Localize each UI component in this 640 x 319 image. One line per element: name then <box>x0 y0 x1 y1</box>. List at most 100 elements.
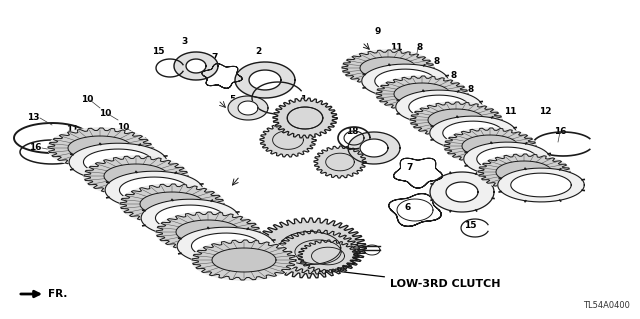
Polygon shape <box>462 135 518 157</box>
Text: 12: 12 <box>539 108 551 116</box>
Text: 11: 11 <box>504 108 516 116</box>
Text: 11: 11 <box>458 100 470 108</box>
Polygon shape <box>314 146 366 178</box>
Polygon shape <box>410 102 502 138</box>
Text: 11: 11 <box>120 167 132 176</box>
Text: 6: 6 <box>405 204 411 212</box>
Polygon shape <box>192 240 296 280</box>
Polygon shape <box>141 199 239 237</box>
Polygon shape <box>84 156 188 196</box>
Polygon shape <box>298 240 358 272</box>
Polygon shape <box>396 90 483 124</box>
Polygon shape <box>375 69 435 93</box>
Polygon shape <box>430 116 516 150</box>
Polygon shape <box>496 161 552 183</box>
Polygon shape <box>156 212 260 252</box>
Polygon shape <box>228 96 268 120</box>
Text: 11: 11 <box>156 196 168 204</box>
Text: 4: 4 <box>457 182 463 190</box>
Polygon shape <box>191 233 260 259</box>
Polygon shape <box>273 98 337 138</box>
Text: 16: 16 <box>554 128 566 137</box>
Polygon shape <box>235 62 295 98</box>
Polygon shape <box>174 52 218 80</box>
Polygon shape <box>156 212 260 252</box>
Text: 7: 7 <box>407 164 413 173</box>
Polygon shape <box>409 95 469 119</box>
Polygon shape <box>212 248 276 272</box>
Polygon shape <box>260 123 316 157</box>
Text: 2: 2 <box>255 48 261 56</box>
Polygon shape <box>342 50 434 86</box>
Text: 8: 8 <box>417 43 423 53</box>
Text: 9: 9 <box>375 27 381 36</box>
Text: 11: 11 <box>66 125 78 135</box>
Text: 18: 18 <box>346 128 358 137</box>
Polygon shape <box>410 102 502 138</box>
Text: 10: 10 <box>99 109 111 118</box>
Polygon shape <box>254 218 366 278</box>
Polygon shape <box>69 143 167 181</box>
Text: FR.: FR. <box>48 289 67 299</box>
Polygon shape <box>105 171 203 209</box>
Text: 1: 1 <box>300 95 306 105</box>
Polygon shape <box>444 128 536 164</box>
Text: 7: 7 <box>212 54 218 63</box>
Polygon shape <box>192 240 296 280</box>
Polygon shape <box>186 59 206 73</box>
Polygon shape <box>68 136 132 160</box>
Text: LOW-3RD CLUTCH: LOW-3RD CLUTCH <box>314 267 500 289</box>
Polygon shape <box>104 164 168 188</box>
Text: 19: 19 <box>268 65 280 75</box>
Polygon shape <box>360 139 388 157</box>
Text: 13: 13 <box>27 114 39 122</box>
Text: 11: 11 <box>441 85 453 94</box>
Polygon shape <box>443 121 503 145</box>
Polygon shape <box>511 173 572 197</box>
Polygon shape <box>348 132 400 164</box>
Text: 11: 11 <box>84 139 96 149</box>
Polygon shape <box>120 184 224 224</box>
Text: 15: 15 <box>464 221 476 231</box>
Polygon shape <box>140 192 204 216</box>
Polygon shape <box>120 177 189 203</box>
Polygon shape <box>84 156 188 196</box>
Text: 10: 10 <box>81 95 93 105</box>
Text: 17: 17 <box>276 125 288 135</box>
Polygon shape <box>478 154 570 190</box>
Polygon shape <box>360 57 416 79</box>
Polygon shape <box>430 172 494 212</box>
Polygon shape <box>48 128 152 168</box>
Text: 11: 11 <box>138 182 150 190</box>
Text: 14: 14 <box>369 142 381 151</box>
Text: 11: 11 <box>390 43 403 53</box>
Text: 9: 9 <box>173 210 179 219</box>
Polygon shape <box>176 220 240 244</box>
Polygon shape <box>376 76 468 112</box>
Polygon shape <box>464 142 550 176</box>
Text: 15: 15 <box>152 48 164 56</box>
Polygon shape <box>276 230 360 274</box>
Polygon shape <box>477 147 537 171</box>
Text: 5: 5 <box>229 95 235 105</box>
Polygon shape <box>342 50 434 86</box>
Polygon shape <box>177 227 275 265</box>
Text: 17: 17 <box>330 158 342 167</box>
Polygon shape <box>428 109 484 131</box>
Polygon shape <box>446 182 478 202</box>
Polygon shape <box>376 76 468 112</box>
Polygon shape <box>444 128 536 164</box>
Polygon shape <box>156 205 225 231</box>
Text: 8: 8 <box>451 71 457 80</box>
Text: 10: 10 <box>135 137 147 146</box>
Text: 11: 11 <box>102 153 115 162</box>
Text: 8: 8 <box>434 57 440 66</box>
Polygon shape <box>120 184 224 224</box>
Text: 8: 8 <box>468 85 474 94</box>
Text: 3: 3 <box>182 38 188 47</box>
Polygon shape <box>394 83 450 105</box>
Text: 11: 11 <box>424 71 436 80</box>
Polygon shape <box>498 168 584 202</box>
Polygon shape <box>83 149 152 175</box>
Text: 11: 11 <box>407 57 419 66</box>
